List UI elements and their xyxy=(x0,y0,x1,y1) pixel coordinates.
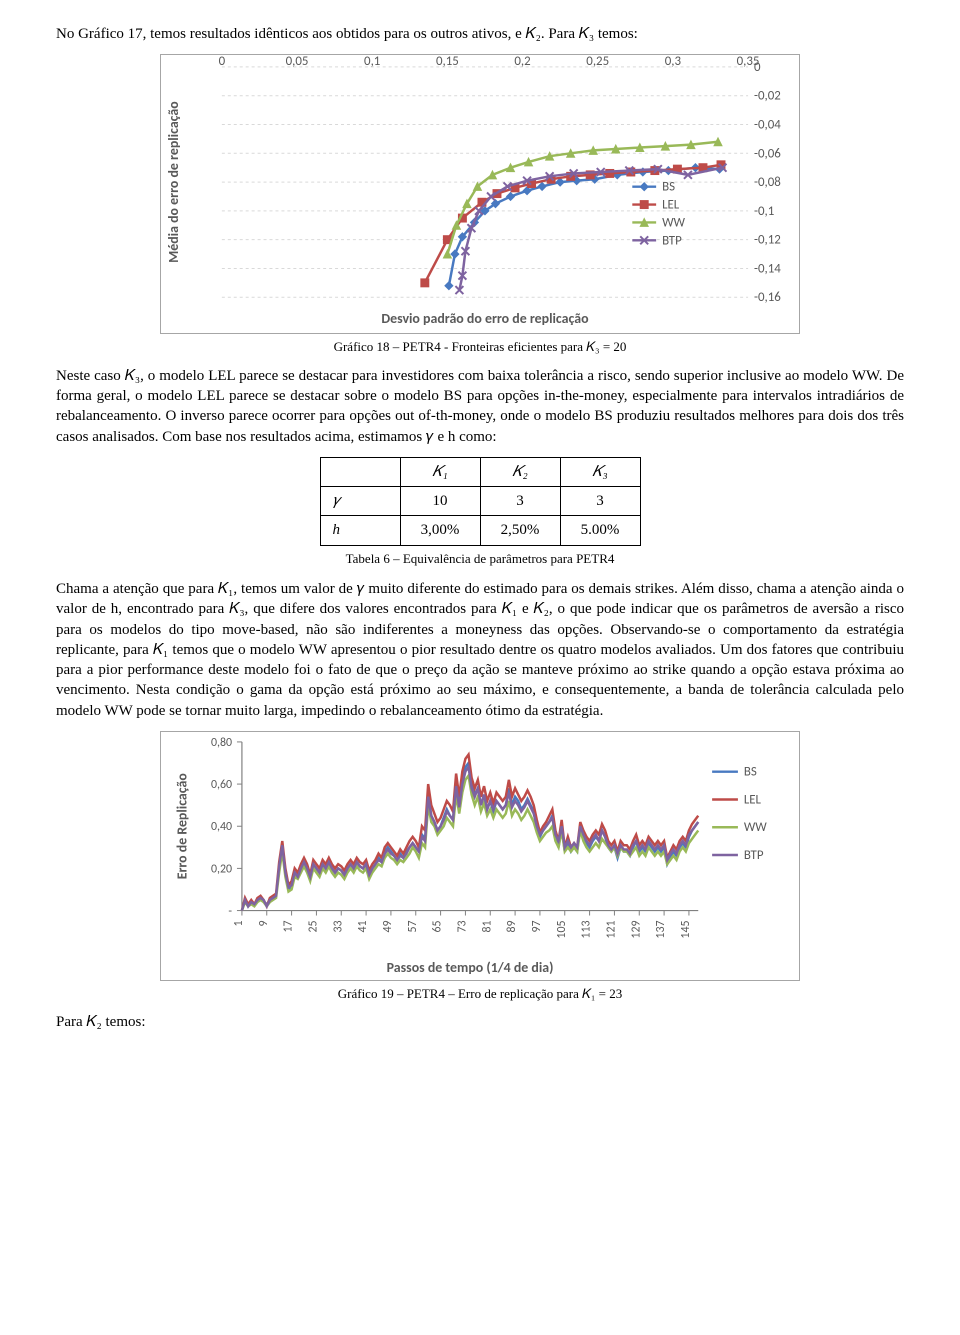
svg-text:0,3: 0,3 xyxy=(665,55,682,69)
svg-text:-0,08: -0,08 xyxy=(754,175,781,190)
svg-text:0: 0 xyxy=(219,55,226,69)
svg-text:BTP: BTP xyxy=(744,848,764,863)
chart-19-svg: 0,80 0,60 0,40 0,20 -1 9 17 25 33 41 49 57 65 73 81 89 9… xyxy=(161,732,799,980)
svg-text:17: 17 xyxy=(282,920,296,932)
svg-text:0,05: 0,05 xyxy=(286,55,309,69)
table-cell: 2,50% xyxy=(480,516,560,545)
table-header-cell: 𝐾₂ xyxy=(480,457,560,486)
table-cell: 3 xyxy=(560,487,640,516)
svg-text:0,15: 0,15 xyxy=(436,55,459,69)
svg-text:0,60: 0,60 xyxy=(211,778,232,792)
table-header-cell: 𝐾₃ xyxy=(560,457,640,486)
table-cell: 10 xyxy=(400,487,480,516)
svg-text:65: 65 xyxy=(431,920,445,932)
svg-text:9: 9 xyxy=(257,920,271,926)
svg-text:WW: WW xyxy=(662,216,685,231)
chart-19-frame: 0,80 0,60 0,40 0,20 -1 9 17 25 33 41 49 57 65 73 81 89 9… xyxy=(160,731,800,981)
svg-text:-0,1: -0,1 xyxy=(754,204,774,219)
svg-text:LEL: LEL xyxy=(662,198,680,213)
svg-text:0,25: 0,25 xyxy=(586,55,609,69)
svg-text:Erro de Replicação: Erro de Replicação xyxy=(173,773,190,880)
table-cell: 3,00% xyxy=(400,516,480,545)
svg-text:41: 41 xyxy=(356,920,370,932)
svg-text:-: - xyxy=(228,904,232,918)
table-6-caption: Tabela 6 – Equivalência de parâmetros pa… xyxy=(56,550,904,568)
chart-19: 0,80 0,60 0,40 0,20 -1 9 17 25 33 41 49 57 65 73 81 89 9… xyxy=(161,732,799,980)
svg-text:145: 145 xyxy=(679,920,693,938)
svg-text:73: 73 xyxy=(455,920,469,932)
paragraph-after-chart-18: Neste caso 𝐾₃, o modelo LEL parece se de… xyxy=(56,366,904,447)
svg-text:0,20: 0,20 xyxy=(211,862,232,876)
svg-text:33: 33 xyxy=(331,920,345,932)
chart-18-caption: Gráfico 18 – PETR4 - Fronteiras eficient… xyxy=(56,338,904,356)
svg-text:0,40: 0,40 xyxy=(211,820,232,834)
svg-text:0,1: 0,1 xyxy=(364,55,380,69)
chart-18-frame: 0 -0,02 -0,04 -0,06 -0,08 -0,1 -0,12 -0,14 -0,16… xyxy=(160,54,800,334)
svg-text:-0,06: -0,06 xyxy=(754,147,781,162)
svg-text:Passos de tempo (1/4 de dia): Passos de tempo (1/4 de dia) xyxy=(387,959,554,976)
svg-text:0,80: 0,80 xyxy=(211,736,232,750)
svg-text:0,2: 0,2 xyxy=(514,55,530,69)
svg-text:BS: BS xyxy=(662,180,675,195)
svg-text:BTP: BTP xyxy=(662,234,682,249)
chart-18: 0 -0,02 -0,04 -0,06 -0,08 -0,1 -0,12 -0,14 -0,16… xyxy=(161,55,799,333)
svg-text:-0,14: -0,14 xyxy=(754,262,781,277)
svg-text:-0,12: -0,12 xyxy=(754,233,781,248)
table-cell: 3 xyxy=(480,487,560,516)
svg-text:113: 113 xyxy=(580,920,594,938)
intro-paragraph: No Gráfico 17, temos resultados idêntico… xyxy=(56,24,904,44)
svg-text:97: 97 xyxy=(530,920,544,932)
svg-text:57: 57 xyxy=(406,920,420,932)
svg-text:129: 129 xyxy=(629,920,643,938)
svg-text:105: 105 xyxy=(555,920,569,938)
svg-text:-0,16: -0,16 xyxy=(754,290,781,305)
svg-text:Desvio padrão do erro de repli: Desvio padrão do erro de replicação xyxy=(381,310,589,327)
chart-19-caption: Gráfico 19 – PETR4 – Erro de replicação … xyxy=(56,985,904,1003)
table-6: 𝐾₁𝐾₂𝐾₃ 𝛾1033h3,00%2,50%5.00% xyxy=(320,457,641,546)
svg-text:WW: WW xyxy=(744,820,767,835)
svg-text:LEL: LEL xyxy=(744,792,762,807)
svg-text:81: 81 xyxy=(480,920,494,932)
chart-18-svg: 0 -0,02 -0,04 -0,06 -0,08 -0,1 -0,12 -0,14 -0,16… xyxy=(161,55,799,333)
svg-text:89: 89 xyxy=(505,920,519,932)
closing-line: Para 𝐾₂ temos: xyxy=(56,1012,904,1032)
svg-text:-0,02: -0,02 xyxy=(754,89,781,104)
table-header-cell: 𝐾₁ xyxy=(400,457,480,486)
svg-text:1: 1 xyxy=(232,920,246,926)
svg-text:25: 25 xyxy=(306,920,320,932)
svg-text:-0,04: -0,04 xyxy=(754,118,781,133)
svg-text:137: 137 xyxy=(654,920,668,938)
paragraph-after-table: Chama a atenção que para 𝐾₁, temos um va… xyxy=(56,579,904,721)
svg-text:Média do erro de replicação: Média do erro de replicação xyxy=(165,101,182,263)
table-cell: 5.00% xyxy=(560,516,640,545)
svg-text:49: 49 xyxy=(381,920,395,932)
svg-text:121: 121 xyxy=(604,920,618,938)
table-cell: 𝛾 xyxy=(320,487,400,516)
table-header-cell xyxy=(320,457,400,486)
svg-text:BS: BS xyxy=(744,764,757,779)
table-cell: h xyxy=(320,516,400,545)
svg-text:0,35: 0,35 xyxy=(737,55,760,69)
